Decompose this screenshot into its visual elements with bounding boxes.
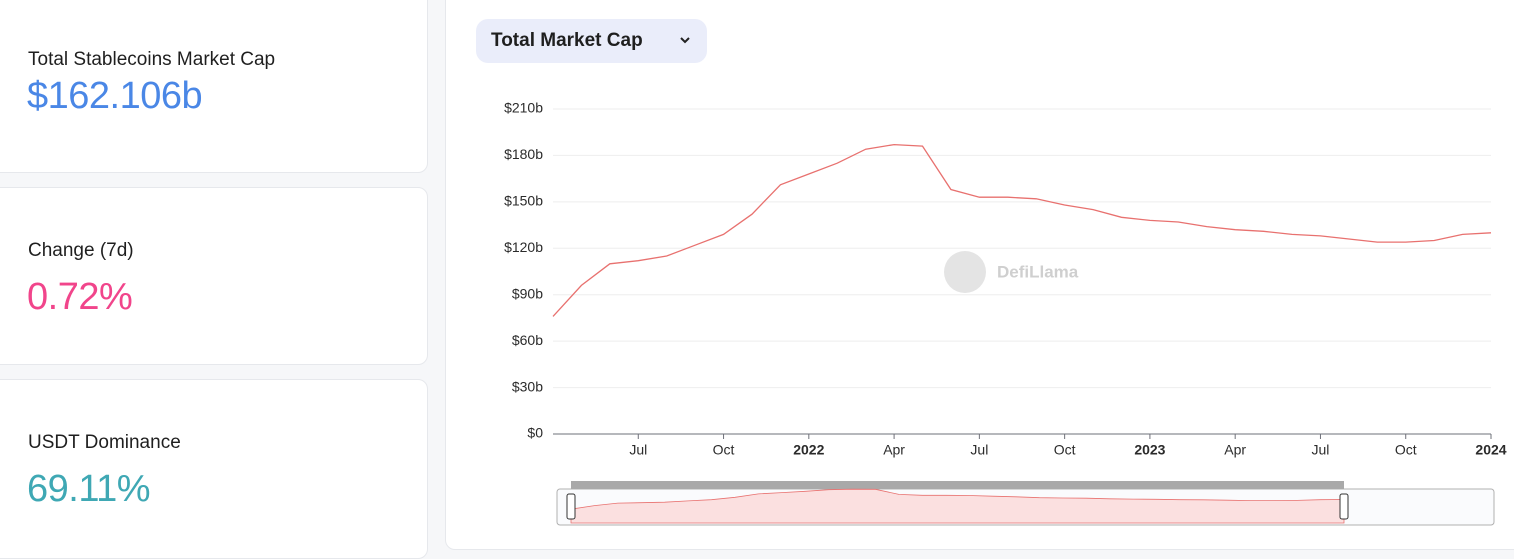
stat-value: 0.72% bbox=[27, 276, 133, 318]
y-tick-label: $90b bbox=[512, 285, 543, 301]
x-tick-label: Oct bbox=[1395, 442, 1417, 458]
brush-handle[interactable] bbox=[1339, 493, 1349, 520]
x-tick-label: Jul bbox=[629, 442, 647, 458]
stat-value: 69.11% bbox=[27, 468, 151, 510]
x-tick-label: 2024 bbox=[1475, 442, 1506, 458]
y-tick-label: $60b bbox=[512, 332, 543, 348]
dropdown[interactable]: Total Market Cap bbox=[476, 19, 707, 63]
chart: DefiLlama $0 $30b $60b $90b $120b $150b $180b $… bbox=[504, 100, 1507, 526]
watermark-text: DefiLlama bbox=[997, 262, 1079, 281]
series-line bbox=[552, 143, 1492, 317]
y-tick-label: $180b bbox=[504, 146, 543, 162]
dropdown-label[interactable]: Total Market Cap bbox=[491, 30, 643, 51]
x-tick-label: 2022 bbox=[793, 442, 824, 458]
y-tick-label: $0 bbox=[527, 425, 543, 441]
y-tick-label: $150b bbox=[504, 193, 543, 209]
stat-card: Change (7d) 0.72% bbox=[0, 187, 428, 365]
stat-label: Change (7d) bbox=[28, 240, 134, 261]
y-tick-label: $30b bbox=[512, 378, 543, 394]
stat-card: Total Stablecoins Market Cap $162.106b bbox=[0, 0, 428, 173]
y-tick-label: $120b bbox=[504, 239, 543, 255]
stat-value: $162.106b bbox=[27, 75, 203, 117]
brush-area bbox=[570, 488, 1345, 524]
watermark: DefiLlama bbox=[944, 251, 1079, 293]
brush-bar[interactable] bbox=[571, 481, 1344, 489]
x-tick-label: 2023 bbox=[1134, 442, 1165, 458]
x-tick-label: Jul bbox=[970, 442, 988, 458]
y-tick-label: $210b bbox=[504, 100, 543, 116]
stat-label: Total Stablecoins Market Cap bbox=[28, 49, 276, 70]
chevron-icon bbox=[680, 37, 690, 44]
x-tick-label: Oct bbox=[713, 442, 735, 458]
stat-card: USDT Dominance 69.11% bbox=[0, 379, 428, 559]
brush-handle[interactable] bbox=[566, 493, 576, 520]
x-tick-label: Apr bbox=[883, 442, 905, 458]
stat-label: USDT Dominance bbox=[28, 432, 181, 453]
x-tick-label: Jul bbox=[1312, 442, 1330, 458]
x-tick-label: Oct bbox=[1054, 442, 1076, 458]
x-tick-label: Apr bbox=[1224, 442, 1246, 458]
